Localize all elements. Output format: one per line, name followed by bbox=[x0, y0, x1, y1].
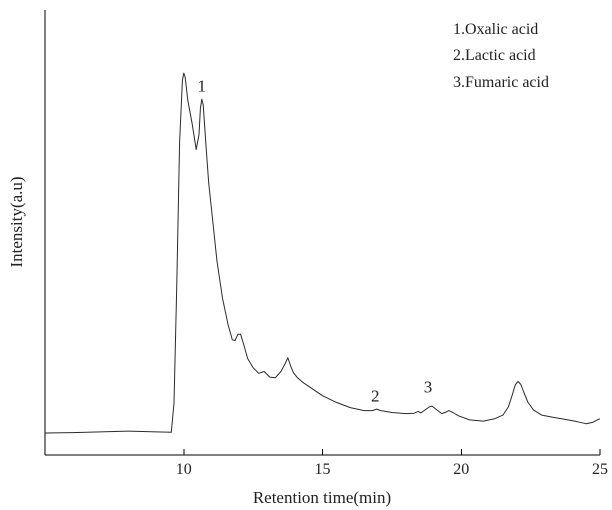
x-tick-label: 10 bbox=[176, 461, 192, 478]
y-axis-title: Intensity(a.u) bbox=[7, 176, 26, 267]
chromatogram-trace bbox=[44, 72, 601, 434]
legend: 1.Oxalic acid 2.Lactic acid 3.Fumaric ac… bbox=[453, 21, 549, 91]
x-tick-label: 15 bbox=[315, 461, 331, 478]
peak-label-3: 3 bbox=[424, 378, 433, 397]
x-tick-label: 20 bbox=[453, 461, 469, 478]
peak-annotations: 1 2 3 bbox=[198, 77, 433, 406]
peak-label-2: 2 bbox=[371, 386, 380, 405]
peak-label-1: 1 bbox=[198, 77, 207, 96]
legend-entry-lactic-acid: 2.Lactic acid bbox=[453, 47, 536, 64]
x-tick-label: 25 bbox=[592, 461, 608, 478]
x-ticks: 10 15 20 25 bbox=[176, 449, 608, 478]
legend-entry-oxalic-acid: 1.Oxalic acid bbox=[453, 21, 538, 38]
legend-entry-fumaric-acid: 3.Fumaric acid bbox=[453, 74, 549, 91]
x-axis-title: Retention time(min) bbox=[253, 488, 391, 507]
